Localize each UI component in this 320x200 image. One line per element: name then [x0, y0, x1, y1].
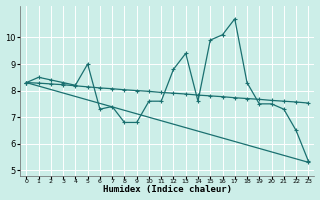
X-axis label: Humidex (Indice chaleur): Humidex (Indice chaleur) — [103, 185, 232, 194]
